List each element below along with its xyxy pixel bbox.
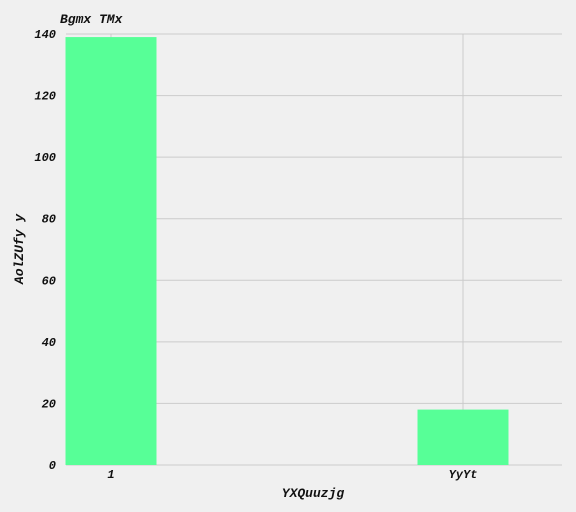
x-tick-label: 1 bbox=[107, 468, 114, 482]
x-tick-labels: 1 YyYt bbox=[107, 468, 477, 482]
y-tick-labels: 0 20 40 60 80 100 120 140 bbox=[34, 28, 56, 473]
bars bbox=[65, 37, 509, 465]
bar-1 bbox=[65, 37, 157, 465]
bar-YyYt bbox=[417, 409, 509, 465]
x-axis-label: YXQuuzjg bbox=[282, 486, 345, 501]
y-tick-label: 40 bbox=[42, 336, 56, 350]
y-tick-label: 100 bbox=[34, 151, 56, 165]
y-tick-label: 0 bbox=[49, 459, 56, 473]
y-tick-label: 60 bbox=[42, 274, 56, 288]
y-tick-label: 80 bbox=[42, 213, 56, 227]
y-tick-label: 120 bbox=[34, 90, 56, 104]
y-axis-label: AolZUfy y bbox=[12, 213, 27, 285]
x-tick-label: YyYt bbox=[449, 468, 478, 482]
y-tick-label: 20 bbox=[42, 397, 56, 411]
y-tick-label: 140 bbox=[34, 28, 56, 42]
chart-title: Bgmx TMx bbox=[60, 12, 124, 27]
